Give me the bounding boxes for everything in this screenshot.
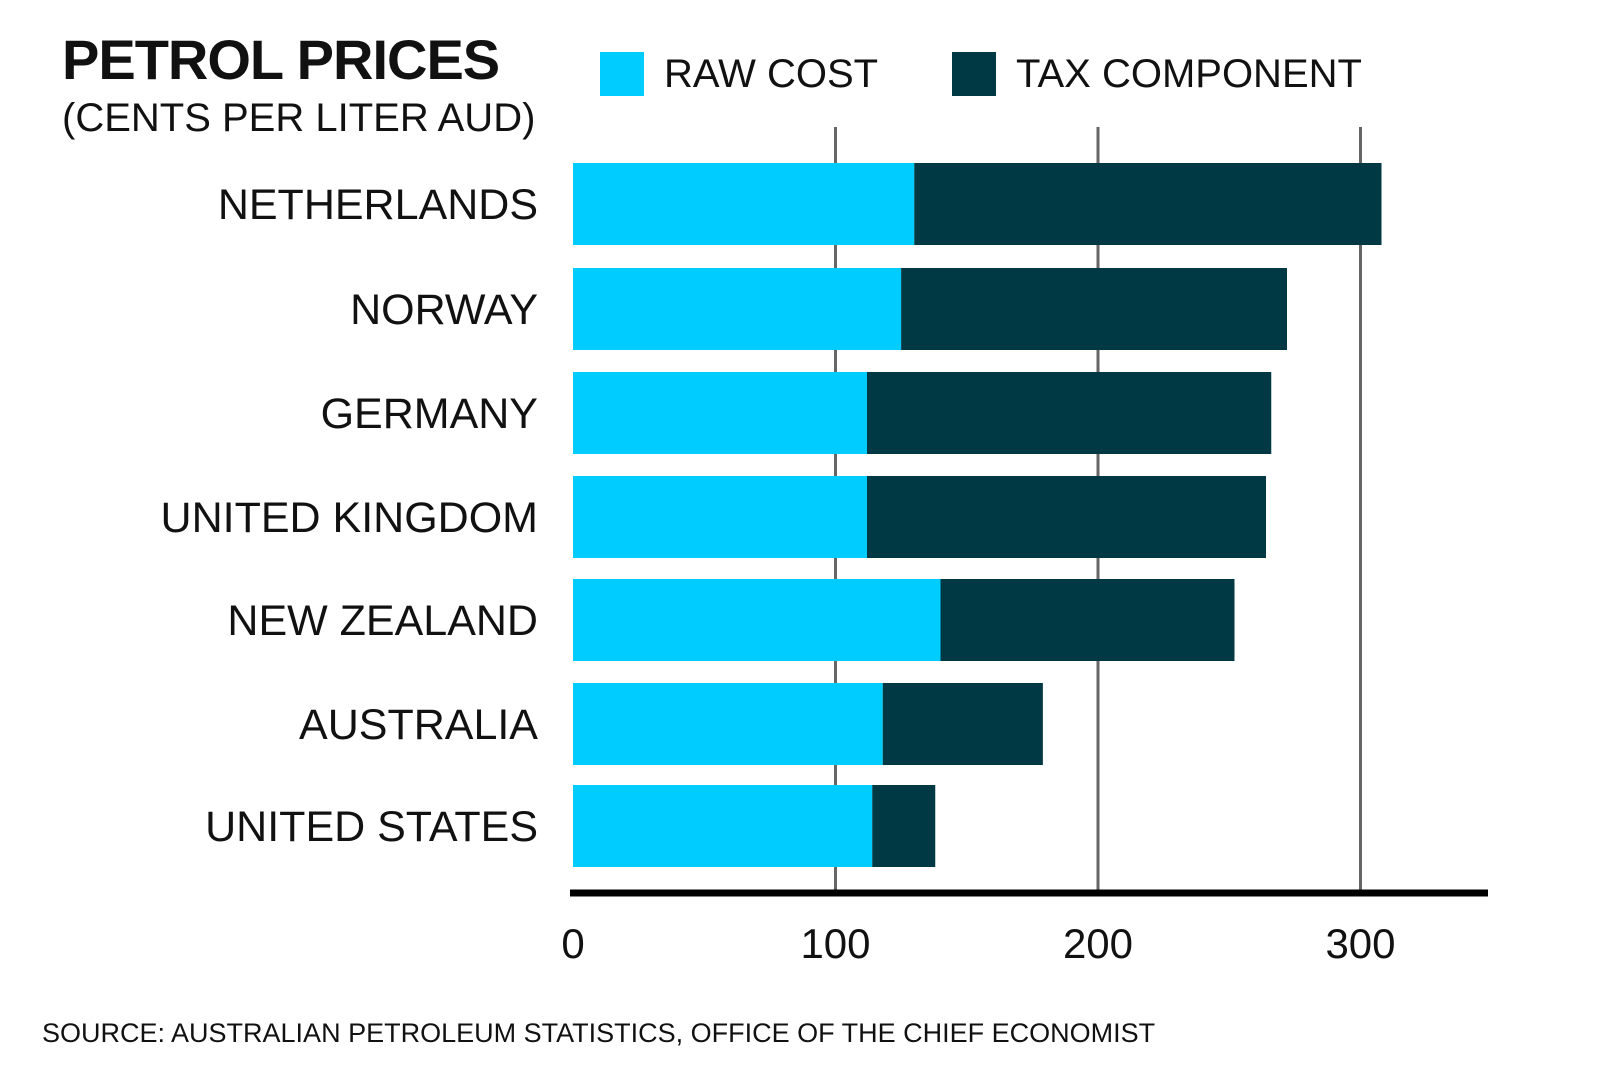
bar-united-states-tax-component	[872, 785, 936, 867]
chart-title: PETROL PRICES	[62, 28, 500, 91]
bar-netherlands-raw-cost	[573, 163, 915, 245]
bar-united-kingdom-raw-cost	[573, 476, 867, 558]
category-labels: NETHERLANDS NORWAY GERMANY UNITED KINGDOM NE…	[161, 181, 539, 851]
category-label-germany: GERMANY	[321, 390, 538, 438]
bar-united-states-raw-cost	[573, 785, 873, 867]
bar-netherlands-tax-component	[914, 163, 1382, 245]
chart-subtitle: (CENTS PER LITER AUD)	[62, 96, 536, 140]
bar-united-kingdom-tax-component	[867, 476, 1266, 558]
bar-germany-raw-cost	[573, 372, 867, 454]
bar-australia-raw-cost	[573, 683, 883, 765]
bar-australia-tax-component	[882, 683, 1043, 765]
bar-germany-tax-component	[867, 372, 1272, 454]
legend-label-raw-cost: RAW COST	[664, 52, 879, 96]
bar-norway-raw-cost	[573, 268, 902, 350]
legend-swatch-tax-component	[952, 52, 996, 96]
bar-new-zealand-raw-cost	[573, 579, 941, 661]
legend-item-raw-cost: RAW COST	[600, 52, 878, 96]
category-label-australia: AUSTRALIA	[299, 701, 538, 749]
x-tick-label-300: 300	[1325, 920, 1395, 967]
legend-item-tax-component: TAX COMPONENT	[952, 52, 1362, 96]
bar-norway-tax-component	[901, 268, 1287, 350]
legend-label-tax-component: TAX COMPONENT	[1016, 52, 1362, 96]
category-label-norway: NORWAY	[350, 286, 538, 334]
category-label-new-zealand: NEW ZEALAND	[227, 597, 538, 645]
bar-new-zealand-tax-component	[940, 579, 1235, 661]
source-note: SOURCE: AUSTRALIAN PETROLEUM STATISTICS,…	[42, 1018, 1156, 1048]
x-tick-label-200: 200	[1063, 920, 1133, 967]
category-label-united-kingdom: UNITED KINGDOM	[161, 494, 538, 542]
bars	[573, 163, 1382, 867]
stacked-bar-chart: NETHERLANDS NORWAY GERMANY UNITED KINGDOM NE…	[161, 127, 1488, 967]
legend: RAW COST TAX COMPONENT	[0, 52, 1597, 102]
category-label-netherlands: NETHERLANDS	[218, 181, 538, 229]
x-tick-label-100: 100	[800, 920, 870, 967]
x-axis: 0 100 200 300	[561, 889, 1488, 967]
x-tick-label-0: 0	[561, 920, 584, 967]
legend-swatch-raw-cost	[600, 52, 644, 96]
category-label-united-states: UNITED STATES	[205, 803, 538, 851]
